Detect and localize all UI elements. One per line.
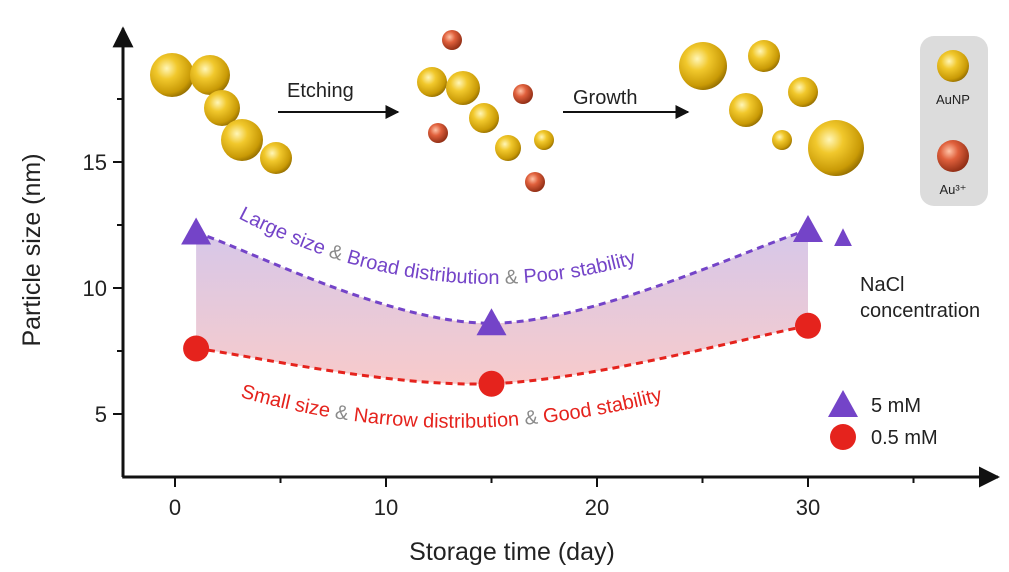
- x-tick-label: 20: [585, 495, 609, 520]
- caption-part: Narrow distribution: [352, 404, 525, 433]
- caption-part: Good stability: [542, 384, 664, 428]
- caption-part: &: [334, 401, 356, 426]
- caption-part: &: [504, 266, 524, 289]
- caption-part: Large size: [236, 203, 334, 261]
- circle-marker: [183, 335, 209, 361]
- au3-label: Au³⁺: [939, 182, 966, 197]
- triangle-marker: [828, 390, 858, 417]
- etching-label: Etching: [287, 80, 354, 102]
- y-axis-label: Particle size (nm): [18, 153, 46, 346]
- nacl-label: concentration: [860, 300, 980, 322]
- y-tick-label: 10: [83, 276, 107, 301]
- growth-label: Growth: [573, 87, 637, 109]
- legend-label: 5 mM: [871, 395, 921, 417]
- circle-marker: [795, 313, 821, 339]
- y-tick-label: 15: [83, 150, 107, 175]
- range-band: [196, 230, 808, 384]
- particles: [150, 30, 988, 206]
- caption-part: Broad distribution: [345, 246, 506, 289]
- x-axis-label: Storage time (day): [409, 538, 615, 566]
- caption-part: &: [523, 406, 544, 430]
- caption-part: Poor stability: [523, 247, 638, 288]
- lower-caption: Small size & Narrow distribution & Good …: [239, 381, 665, 433]
- legend-label: 0.5 mM: [871, 427, 938, 449]
- x-tick-label: 0: [169, 495, 181, 520]
- caption-part: Small size: [239, 381, 337, 423]
- y-tick-label: 5: [95, 402, 107, 427]
- x-tick-label: 10: [374, 495, 398, 520]
- nacl-label: NaCl: [860, 274, 904, 296]
- circle-marker: [830, 424, 856, 450]
- triangle-marker: [793, 215, 823, 242]
- circle-marker: [479, 371, 505, 397]
- aunp-label: AuNP: [936, 92, 970, 107]
- x-tick-label: 30: [796, 495, 820, 520]
- triangle-marker: [181, 218, 211, 245]
- chart: 0 10 20 30 5 10 15 5 mM 0.5 mM Etching Growth Au…: [0, 0, 1009, 572]
